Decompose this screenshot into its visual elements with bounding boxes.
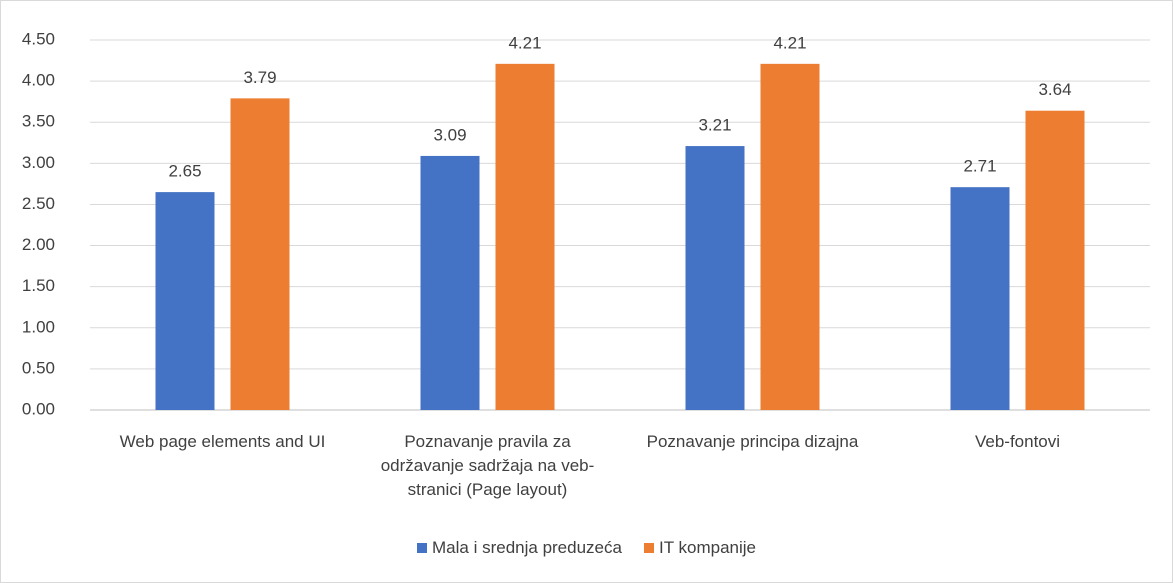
legend-item: IT kompanije xyxy=(643,538,756,558)
data-label: 4.21 xyxy=(773,33,806,52)
y-tick-label: 0.50 xyxy=(22,358,55,377)
data-label: 4.21 xyxy=(508,33,541,52)
bar xyxy=(420,155,480,410)
bar xyxy=(760,63,820,410)
x-tick-label: Poznavanje pravila za održavanje sadržaj… xyxy=(380,432,595,499)
y-tick-label: 1.50 xyxy=(22,276,55,295)
data-label: 3.09 xyxy=(433,125,466,144)
x-tick-label: Veb-fontovi xyxy=(974,432,1061,451)
x-tick-label: Poznavanje principa dizajna xyxy=(646,432,859,451)
y-tick-label: 3.00 xyxy=(22,153,55,172)
y-tick-label: 2.50 xyxy=(22,194,55,213)
legend-swatch xyxy=(643,543,654,553)
y-tick-label: 4.00 xyxy=(22,71,55,90)
legend-label: Mala i srednja preduzeća xyxy=(432,538,622,557)
legend: Mala i srednja preduzeća IT kompanije xyxy=(0,538,1173,558)
y-tick-label: 1.00 xyxy=(22,317,55,336)
y-tick-label: 2.00 xyxy=(22,235,55,254)
x-tick-label: Web page elements and UI xyxy=(119,432,326,451)
bar xyxy=(230,98,290,410)
data-label: 2.71 xyxy=(963,157,996,176)
data-label: 2.65 xyxy=(168,162,201,181)
bar xyxy=(685,146,745,411)
data-label: 3.21 xyxy=(698,116,731,135)
data-label: 3.79 xyxy=(243,68,276,87)
legend-label: IT kompanije xyxy=(658,538,756,557)
bar xyxy=(155,192,215,410)
legend-item: Mala i srednja preduzeća xyxy=(417,538,622,558)
bar xyxy=(950,187,1010,410)
bar xyxy=(1025,110,1085,410)
bar xyxy=(495,63,555,410)
y-tick-label: 0.00 xyxy=(22,399,55,418)
data-label: 3.64 xyxy=(1038,80,1071,99)
y-tick-label: 3.50 xyxy=(22,112,55,131)
legend-swatch xyxy=(417,543,428,553)
y-tick-label: 4.50 xyxy=(22,29,55,48)
